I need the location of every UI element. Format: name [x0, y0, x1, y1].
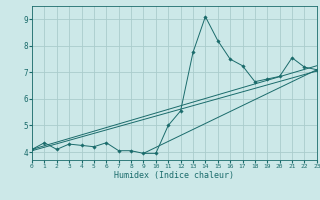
X-axis label: Humidex (Indice chaleur): Humidex (Indice chaleur)	[115, 171, 234, 180]
